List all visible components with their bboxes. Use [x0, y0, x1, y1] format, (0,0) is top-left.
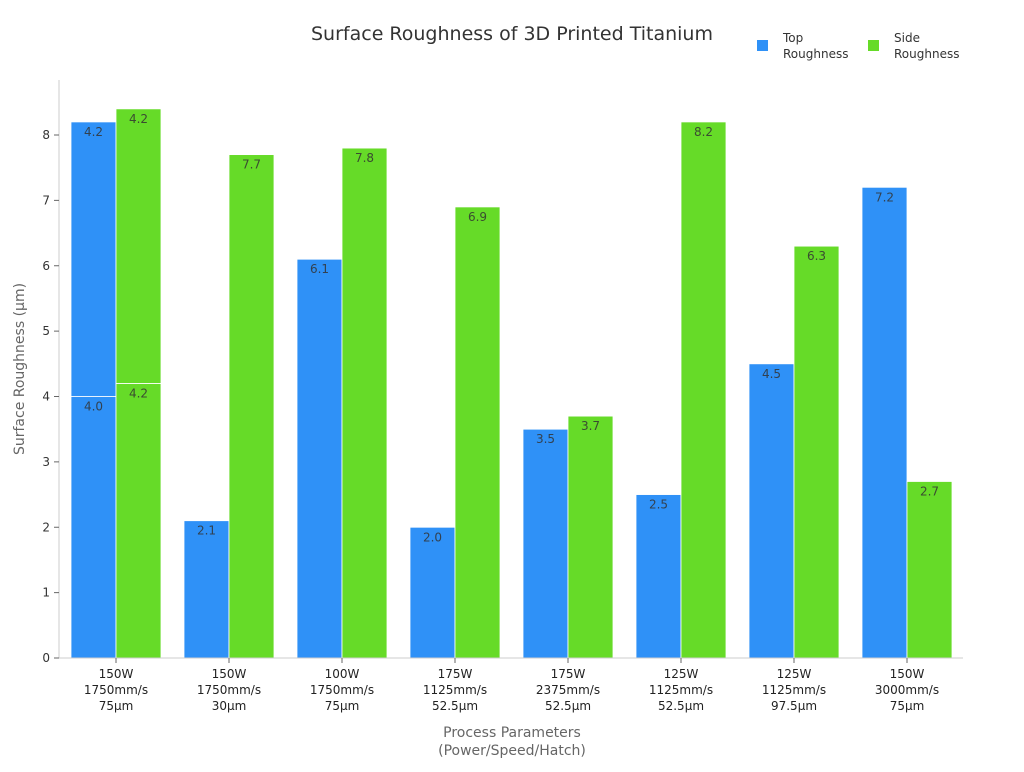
y-tick-label: 2 — [42, 520, 50, 534]
y-ticks: 0 1 2 3 4 5 6 7 8 — [42, 128, 59, 665]
y-tick-label: 6 — [42, 259, 50, 273]
data-label: 4.2 — [84, 125, 103, 139]
y-tick-label: 8 — [42, 128, 50, 142]
y-tick-label: 4 — [42, 390, 50, 404]
bar-side-roughness — [906, 481, 953, 659]
data-label: 4.5 — [762, 367, 781, 381]
data-label: 8.2 — [694, 125, 713, 139]
bar-top-roughness — [522, 428, 569, 659]
x-tick-label: 1750mm/s — [197, 683, 261, 697]
x-axis-label-line-1: Process Parameters — [443, 725, 581, 741]
bars — [70, 108, 953, 659]
x-tick-label: 1125mm/s — [649, 683, 713, 697]
legend-label: Top — [782, 31, 803, 45]
x-tick-label: 125W — [664, 667, 699, 681]
bar-side-roughness — [793, 245, 840, 659]
legend-swatch — [868, 40, 879, 51]
bar-top-roughness — [70, 396, 117, 659]
data-label: 4.0 — [84, 400, 103, 414]
bar-side-roughness — [341, 147, 388, 659]
bar-side-roughness — [115, 108, 162, 384]
bar-top-roughness — [748, 363, 795, 659]
data-label: 6.9 — [468, 210, 487, 224]
x-tick-label: 75μm — [325, 699, 360, 713]
x-tick-label: 150W — [212, 667, 247, 681]
x-tick-label: 1125mm/s — [423, 683, 487, 697]
x-axis-label-line-2: (Power/Speed/Hatch) — [438, 743, 586, 759]
x-tick-label: 1750mm/s — [84, 683, 148, 697]
data-label: 2.0 — [423, 530, 442, 544]
data-label: 4.2 — [129, 386, 148, 400]
bar-side-roughness — [680, 121, 727, 659]
bar-top-roughness — [296, 258, 343, 659]
data-label: 2.1 — [197, 524, 216, 538]
bar-side-roughness — [228, 154, 275, 659]
x-tick-label: 100W — [325, 667, 360, 681]
y-tick-label: 1 — [42, 586, 50, 600]
legend-label: Roughness — [894, 47, 959, 61]
x-tick-label: 150W — [890, 667, 925, 681]
legend: Top Roughness Side Roughness — [757, 31, 959, 61]
data-label: 2.7 — [920, 484, 939, 498]
data-label: 7.8 — [355, 151, 374, 165]
y-tick-label: 0 — [42, 651, 50, 665]
data-label: 4.2 — [129, 112, 148, 126]
data-label: 6.1 — [310, 262, 329, 276]
x-tick-label: 150W — [99, 667, 134, 681]
data-labels: 4.0 4.2 4.2 4.2 2.1 7.7 6.1 7.8 2.0 6.9 3.5 3.7 2.5 8… — [84, 112, 939, 544]
bar-top-roughness — [183, 520, 230, 659]
x-tick-label: 52.5μm — [432, 699, 478, 713]
legend-label: Side — [894, 31, 920, 45]
bar-side-roughness — [567, 415, 614, 659]
x-tick-label: 30μm — [212, 699, 247, 713]
y-tick-label: 5 — [42, 324, 50, 338]
x-tick-label: 1125mm/s — [762, 683, 826, 697]
legend-swatch — [757, 40, 768, 51]
x-tick-label: 52.5μm — [658, 699, 704, 713]
x-tick-label: 175W — [551, 667, 586, 681]
x-tick-label: 1750mm/s — [310, 683, 374, 697]
bar-side-roughness — [454, 206, 501, 659]
y-axis-label: Surface Roughness (μm) — [12, 283, 28, 455]
data-label: 6.3 — [807, 249, 826, 263]
data-label: 3.7 — [581, 419, 600, 433]
x-tick-label: 75μm — [890, 699, 925, 713]
data-label: 7.7 — [242, 158, 261, 172]
x-tick-label: 125W — [777, 667, 812, 681]
x-tick-label: 75μm — [99, 699, 134, 713]
data-label: 7.2 — [875, 190, 894, 204]
x-ticks: 150W 1750mm/s 75μm 150W 1750mm/s 30μm 100W 1750… — [84, 658, 939, 713]
y-tick-label: 3 — [42, 455, 50, 469]
x-tick-label: 2375mm/s — [536, 683, 600, 697]
x-tick-label: 52.5μm — [545, 699, 591, 713]
bar-top-roughness — [409, 526, 456, 659]
bar-side-roughness — [115, 383, 162, 659]
x-tick-label: 97.5μm — [771, 699, 817, 713]
data-label: 3.5 — [536, 432, 555, 446]
bar-top-roughness — [70, 121, 117, 397]
legend-label: Roughness — [783, 47, 848, 61]
bar-top-roughness — [635, 494, 682, 659]
y-tick-label: 7 — [42, 193, 50, 207]
x-tick-label: 175W — [438, 667, 473, 681]
x-tick-label: 3000mm/s — [875, 683, 939, 697]
bar-top-roughness — [861, 186, 908, 659]
data-label: 2.5 — [649, 498, 668, 512]
chart-title: Surface Roughness of 3D Printed Titanium — [311, 23, 713, 45]
